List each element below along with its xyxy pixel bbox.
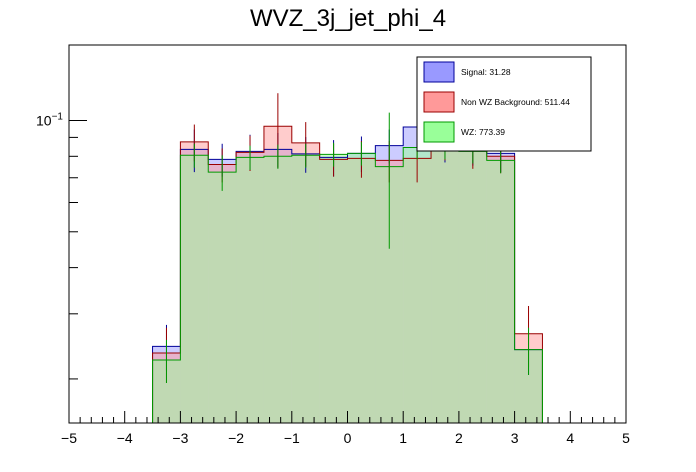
x-tick-label: −1 bbox=[284, 430, 300, 446]
x-tick-label: −2 bbox=[228, 430, 244, 446]
legend-swatch-1 bbox=[423, 91, 455, 113]
x-tick-label: −3 bbox=[172, 430, 188, 446]
legend: Signal: 31.28 Non WZ Background: 511.44 WZ… bbox=[416, 56, 592, 152]
bar-s2-bin1 bbox=[180, 155, 209, 424]
x-axis: −5 −4 −3 −2 −1 0 1 2 3 4 5 bbox=[61, 411, 630, 446]
bar-s2-bin6 bbox=[319, 154, 348, 423]
y-tick-label: 10−1 bbox=[36, 111, 63, 128]
x-tick-label: −4 bbox=[117, 430, 133, 446]
outline-s2 bbox=[152, 147, 543, 423]
bar-s2-bin10 bbox=[431, 147, 459, 423]
x-tick-label: 2 bbox=[455, 430, 463, 446]
x-tick-label: 0 bbox=[344, 430, 352, 446]
legend-label-1: Non WZ Background: 511.44 bbox=[461, 97, 570, 107]
bar-s2-bin7 bbox=[347, 153, 376, 423]
histogram-bars bbox=[152, 125, 543, 424]
legend-swatch-0 bbox=[423, 61, 455, 83]
x-tick-label: 3 bbox=[511, 430, 519, 446]
bar-s2-bin4 bbox=[263, 156, 292, 423]
bar-s2-bin12 bbox=[486, 160, 515, 424]
error-bars bbox=[165, 93, 530, 383]
y-axis: 10−1 bbox=[36, 111, 87, 380]
legend-label-0: Signal: 31.28 bbox=[461, 67, 511, 77]
x-tick-label: 4 bbox=[566, 430, 574, 446]
x-tick-label: −5 bbox=[61, 430, 77, 446]
legend-swatch-2 bbox=[423, 121, 455, 143]
bar-s2-bin9 bbox=[403, 147, 432, 423]
bar-s2-bin5 bbox=[291, 155, 320, 424]
bar-s2-bin3 bbox=[236, 157, 264, 423]
bar-s2-bin2 bbox=[208, 172, 237, 423]
legend-label-2: WZ: 773.39 bbox=[461, 127, 505, 137]
bar-s2-bin11 bbox=[458, 151, 487, 423]
x-tick-label: 1 bbox=[399, 430, 407, 446]
x-tick-label: 5 bbox=[622, 430, 630, 446]
chart-title: WVZ_3j_jet_phi_4 bbox=[250, 5, 446, 32]
